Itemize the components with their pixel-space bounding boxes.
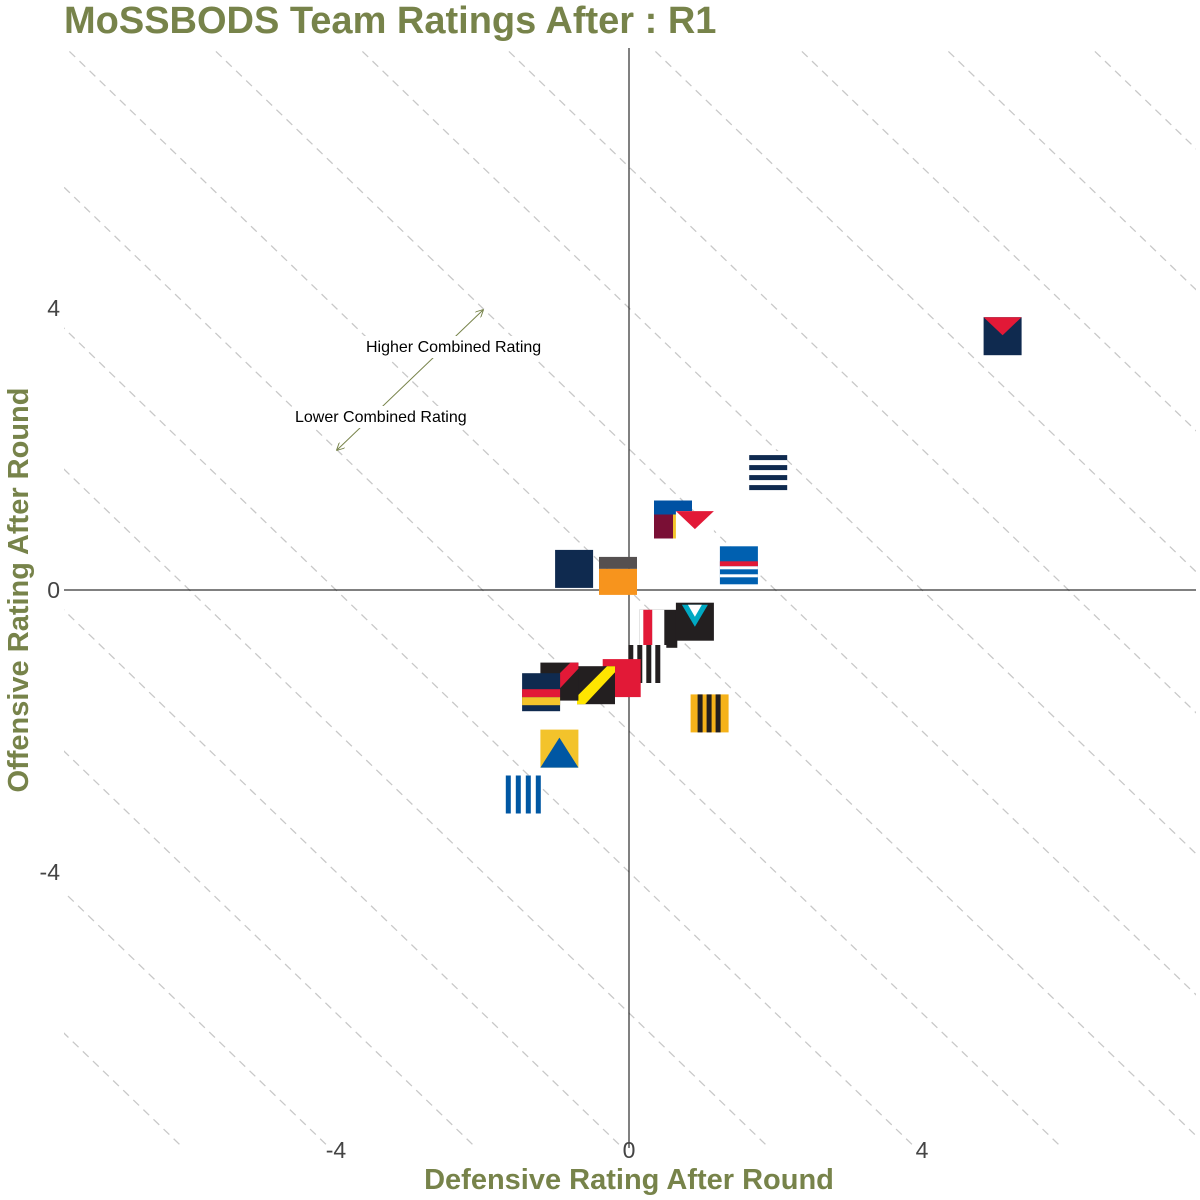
team-marker-red-v-white [675, 511, 714, 550]
x-tick-label: 0 [623, 1137, 636, 1163]
team-marker-navy-white-stripes [749, 451, 788, 491]
team-marker-red-v-navy [983, 317, 1022, 356]
rating-direction-arrow [337, 310, 483, 450]
team-marker-yellow-black-stripes [690, 694, 729, 733]
annotation-bg-higher [364, 336, 556, 358]
y-tick-label: 0 [47, 577, 60, 603]
annotation-bg-lower [293, 406, 479, 428]
x-tick-label: 4 [916, 1137, 929, 1163]
team-marker-grey-orange [599, 556, 637, 595]
chart-title: MoSSBODS Team Ratings After : R1 [64, 0, 717, 42]
team-marker-gold-blue-triangle [540, 729, 579, 768]
team-marker-black-yellow-sash [577, 666, 615, 705]
team-marker-red-white-black-stripes [639, 609, 678, 648]
combined-rating-line [64, 891, 331, 1148]
team-marker-blue-red-white-bands [719, 546, 758, 585]
combined-rating-line [64, 609, 624, 1148]
team-marker-navy-solid [555, 549, 594, 588]
annotation-higher-combined-rating: Higher Combined Rating [366, 339, 541, 356]
y-axis-title: Offensive Rating After Round [3, 388, 35, 793]
annotation-lower-combined-rating: Lower Combined Rating [295, 409, 467, 426]
x-tick-labels: -4 0 4 [326, 1137, 929, 1163]
combined-rating-line [64, 750, 478, 1148]
y-tick-label: 4 [47, 295, 60, 321]
x-axis-title: Defensive Rating After Round [424, 1164, 834, 1196]
y-tick-labels: -4 0 4 [40, 295, 61, 885]
team-marker-blue-white-stripes [503, 775, 542, 814]
team-markers [503, 317, 1022, 814]
x-tick-label: -4 [326, 1137, 347, 1163]
team-marker-black-teal-chevron [675, 602, 714, 641]
y-tick-label: -4 [40, 859, 61, 885]
team-marker-navy-red-gold-bands [522, 673, 561, 712]
